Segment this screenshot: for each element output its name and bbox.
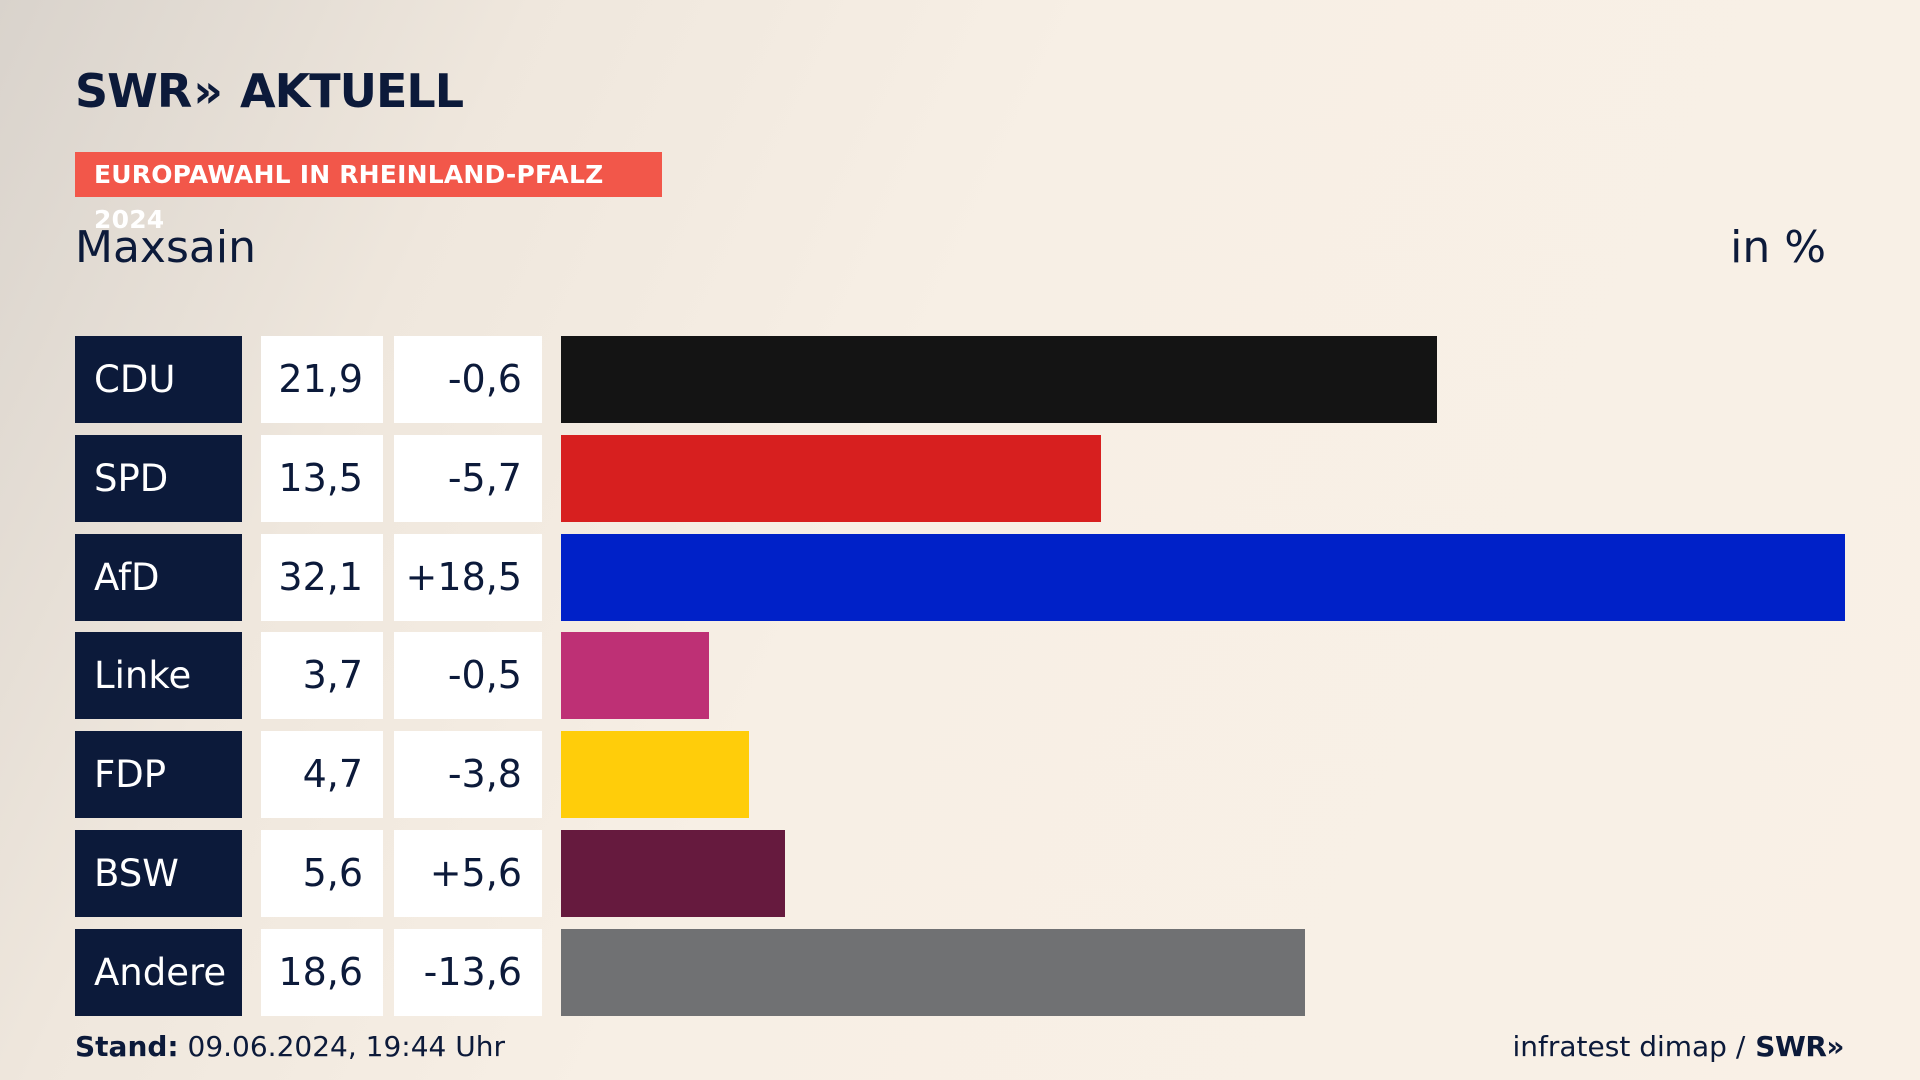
result-bar — [561, 731, 749, 819]
change-label: -0,5 — [394, 632, 542, 720]
party-label: AfD — [75, 533, 242, 621]
chart-row: Linke 3,7 -0,5 — [0, 632, 1920, 720]
value-label: 18,6 — [261, 928, 383, 1016]
result-bar — [561, 533, 1845, 621]
party-label: BSW — [75, 830, 242, 917]
result-bar — [561, 632, 709, 720]
party-label: CDU — [75, 336, 242, 423]
chart-row: Andere 18,6 -13,6 — [0, 928, 1920, 1016]
party-label: SPD — [75, 434, 242, 522]
change-label: +5,6 — [394, 830, 542, 917]
stand-value: 09.06.2024, 19:44 Uhr — [178, 1030, 505, 1063]
election-badge: EUROPAWAHL IN RHEINLAND-PFALZ 2024 — [75, 152, 662, 234]
place-title: Maxsain — [75, 222, 256, 273]
result-bar — [561, 336, 1437, 423]
swr-aktuell-logo: SWR » AKTUELL — [75, 64, 464, 118]
chart-row: CDU 21,9 -0,6 — [0, 336, 1920, 423]
logo-aktuell-text: AKTUELL — [240, 64, 464, 118]
value-label: 4,7 — [261, 731, 383, 819]
change-label: -13,6 — [394, 928, 542, 1016]
chart-row: AfD 32,1 +18,5 — [0, 533, 1920, 621]
stand-label: Stand: — [75, 1030, 179, 1063]
chart-row: FDP 4,7 -3,8 — [0, 731, 1920, 819]
unit-label: in % — [1730, 222, 1826, 273]
party-label: Andere — [75, 928, 242, 1016]
result-bar — [561, 434, 1101, 522]
value-label: 5,6 — [261, 830, 383, 917]
value-label: 32,1 — [261, 533, 383, 621]
change-label: -3,8 — [394, 731, 542, 819]
value-label: 21,9 — [261, 336, 383, 423]
result-bar — [561, 830, 785, 917]
party-label: Linke — [75, 632, 242, 720]
result-bar — [561, 928, 1305, 1016]
party-label: FDP — [75, 731, 242, 819]
logo-chevron-icon: » — [193, 64, 223, 118]
change-label: -0,6 — [394, 336, 542, 423]
chart-row: BSW 5,6 +5,6 — [0, 830, 1920, 917]
change-label: +18,5 — [394, 533, 542, 621]
timestamp: Stand: 09.06.2024, 19:44 Uhr — [75, 1030, 505, 1063]
value-label: 13,5 — [261, 434, 383, 522]
change-label: -5,7 — [394, 434, 542, 522]
source-text: infratest dimap / — [1512, 1030, 1746, 1063]
value-label: 3,7 — [261, 632, 383, 720]
logo-swr-text: SWR — [75, 64, 192, 118]
chart-row: SPD 13,5 -5,7 — [0, 434, 1920, 522]
source-credit: infratest dimap / SWR» — [1512, 1030, 1844, 1063]
swr-small-logo: SWR» — [1755, 1030, 1844, 1063]
